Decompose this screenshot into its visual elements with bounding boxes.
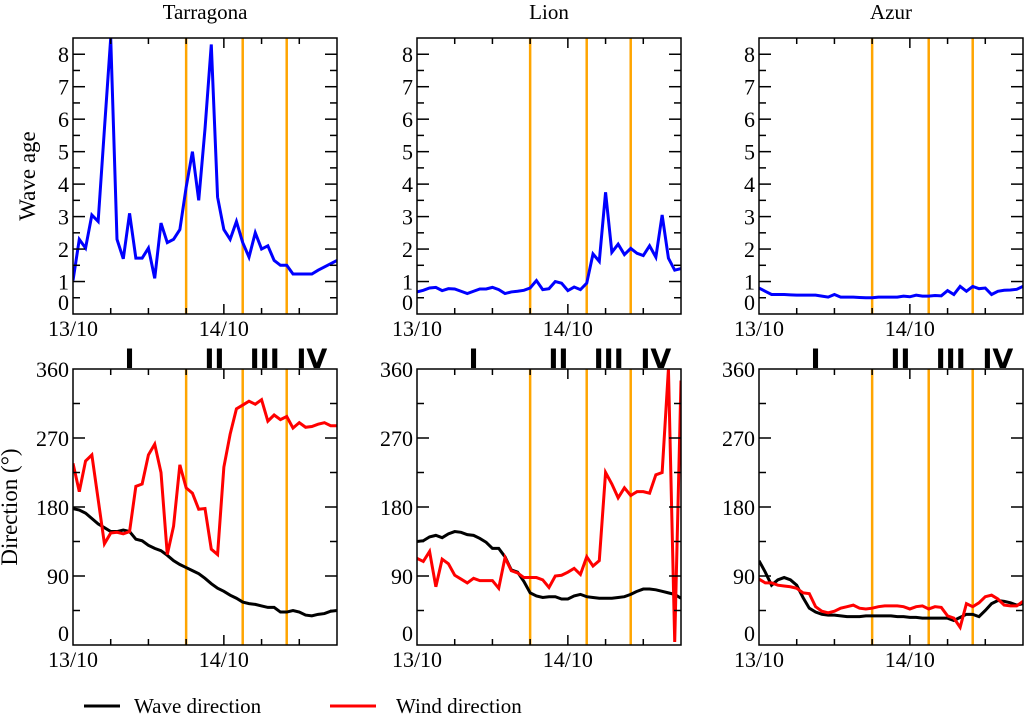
y-tick-label: 360 [722,357,755,382]
panel-title: Lion [529,0,569,24]
x-tick-label: 14/10 [885,647,935,672]
y-tick-label: 270 [722,426,755,451]
y-tick-label: 5 [744,140,755,165]
period-label: I [125,344,135,375]
panel-1: 13/10 14/10 01 2 3 4 5 6 7 8 Lion [392,0,682,341]
y-tick-label: 0 [402,621,413,646]
x-tick-label: 13/10 [734,316,784,341]
plot-frame [416,368,682,646]
series-line-0 [759,559,1023,623]
y-tick-label: 3 [58,205,69,230]
y-tick-label: 4 [744,172,755,197]
y-tick-label: 2 [744,237,755,262]
y-tick-label: 4 [402,172,413,197]
period-label: I [811,344,821,375]
y-tick-label: 270 [36,426,69,451]
panel-title: Tarragona [163,0,248,24]
y-tick-label: 2 [402,237,413,262]
y-axis-label: Direction (°) [0,448,22,565]
series-line-0 [417,530,681,601]
x-tick-label: 13/10 [48,647,98,672]
y-tick-label: 0 [58,290,69,315]
series-line-0 [73,38,337,281]
y-tick-label: 1 [402,270,413,295]
y-axis-label: Wave age [15,131,40,220]
y-tick-label: 7 [402,75,413,100]
y-tick-label: 2 [58,237,69,262]
y-tick-label: 0 [744,621,755,646]
plot-frame [72,37,338,315]
period-label: IV [982,344,1013,375]
panel-2: 13/10 14/10 01 2 3 4 5 6 7 8 Azur [734,0,1024,341]
period-label: II [548,344,568,375]
y-tick-label: 6 [744,107,755,132]
y-tick-label: 5 [58,140,69,165]
series-line-1 [73,397,337,558]
period-label: I [469,344,479,375]
y-tick-label: 3 [402,205,413,230]
x-tick-label: 14/10 [199,647,249,672]
period-label: IV [640,344,671,375]
plot-frame [758,37,1024,315]
y-tick-label: 8 [744,42,755,67]
panel-title: Azur [870,0,912,24]
y-tick-label: 90 [733,564,755,589]
y-tick-label: 180 [36,495,69,520]
y-tick-label: 180 [722,495,755,520]
y-tick-label: 0 [744,290,755,315]
period-label: II [890,344,910,375]
y-tick-label: 6 [402,107,413,132]
x-tick-label: 14/10 [543,647,593,672]
y-tick-label: 1 [58,270,69,295]
panel-0: 13/10 14/10 01 2 3 4 5 6 7 8 Tarragona Wave age [15,0,338,341]
y-tick-label: 0 [402,290,413,315]
x-tick-label: 13/10 [734,647,784,672]
series-line-1 [417,369,681,642]
series-line-0 [417,192,681,296]
y-tick-label: 5 [402,140,413,165]
y-tick-label: 180 [380,495,413,520]
x-tick-label: 14/10 [543,316,593,341]
x-tick-label: 13/10 [48,316,98,341]
series-line-1 [759,577,1023,631]
y-tick-label: 8 [58,42,69,67]
period-label: IV [296,344,327,375]
y-tick-label: 7 [58,75,69,100]
y-tick-label: 3 [744,205,755,230]
period-label: III [594,344,624,375]
x-tick-label: 13/10 [392,316,442,341]
plot-frame [72,368,338,646]
y-tick-label: 90 [391,564,413,589]
period-label: III [250,344,280,375]
period-label: II [204,344,224,375]
y-tick-label: 6 [58,107,69,132]
y-tick-label: 360 [36,357,69,382]
period-label: III [936,344,966,375]
x-tick-label: 14/10 [885,316,935,341]
x-tick-label: 13/10 [392,647,442,672]
y-tick-label: 360 [380,357,413,382]
y-tick-label: 4 [58,172,69,197]
y-tick-label: 8 [402,42,413,67]
series-line-0 [759,284,1023,300]
y-tick-label: 7 [744,75,755,100]
y-tick-label: 0 [58,621,69,646]
y-tick-label: 1 [744,270,755,295]
plot-frame [758,368,1024,646]
y-tick-label: 270 [380,426,413,451]
y-tick-label: 90 [47,564,69,589]
series-line-0 [73,507,337,618]
plot-frame [416,37,682,315]
x-tick-label: 14/10 [199,316,249,341]
